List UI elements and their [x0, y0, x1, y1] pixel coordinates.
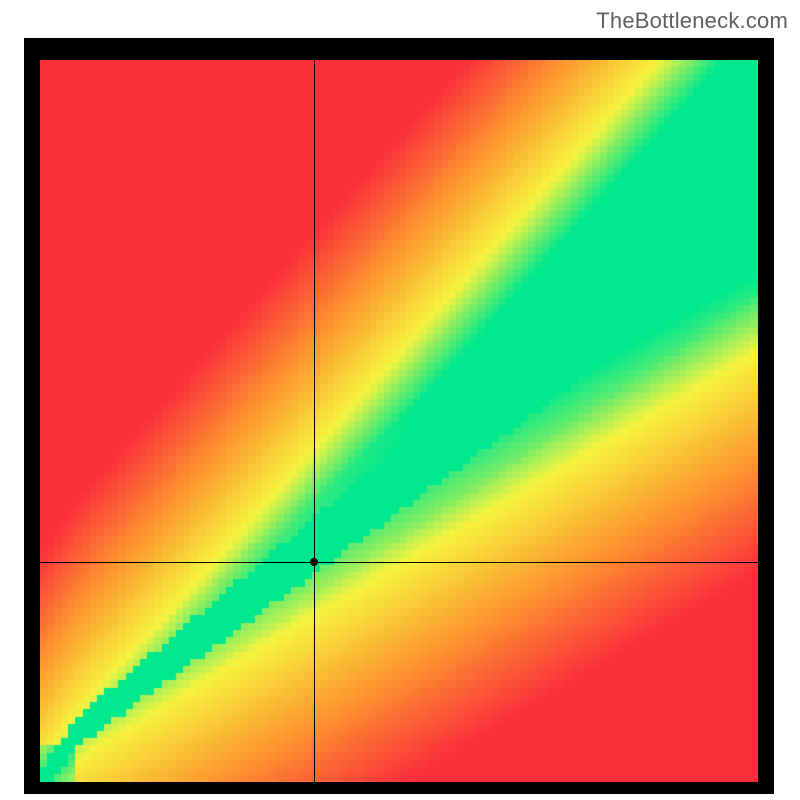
chart-container: TheBottleneck.com: [0, 0, 800, 800]
plot-canvas-wrap: [40, 60, 758, 782]
watermark-text: TheBottleneck.com: [596, 8, 788, 34]
heatmap-canvas: [40, 60, 758, 782]
plot-outer-frame: [24, 38, 774, 794]
crosshair-marker-dot: [310, 558, 318, 566]
crosshair-vertical: [314, 60, 315, 782]
crosshair-horizontal: [40, 562, 758, 563]
